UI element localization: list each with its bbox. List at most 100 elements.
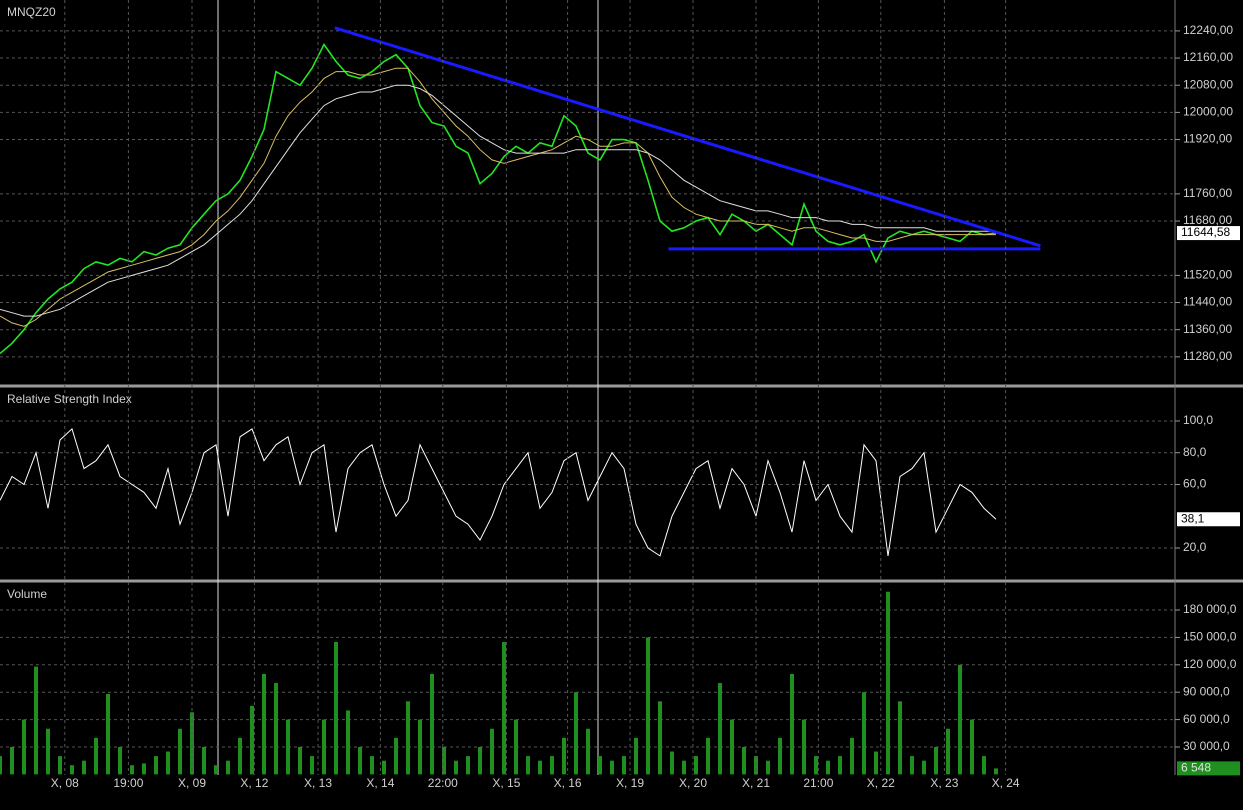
- volume-bar: [322, 719, 326, 775]
- volume-bar: [46, 728, 50, 775]
- volume-bar: [262, 673, 266, 775]
- y-tick-label: 150 000,0: [1183, 630, 1237, 644]
- x-tick-label: 19:00: [113, 776, 143, 790]
- volume-bar: [946, 728, 950, 775]
- volume-bar: [958, 664, 962, 775]
- last-value-label: 6 548: [1181, 761, 1211, 775]
- panel-title: Relative Strength Index: [7, 392, 132, 406]
- volume-bar: [298, 746, 302, 775]
- x-tick-label: X, 23: [930, 776, 958, 790]
- volume-bar: [202, 746, 206, 775]
- volume-bar: [682, 760, 686, 775]
- y-tick-label: 11440,00: [1183, 295, 1232, 309]
- volume-bar: [346, 710, 350, 775]
- x-tick-label: X, 16: [554, 776, 582, 790]
- volume-bar: [490, 728, 494, 775]
- volume-bar: [430, 673, 434, 775]
- volume-bar: [274, 683, 278, 775]
- series-line: [0, 42, 997, 355]
- volume-bar: [778, 737, 782, 775]
- volume-bar: [10, 746, 14, 775]
- last-value-box: [1177, 512, 1240, 527]
- last-value-label: 38,1: [1181, 511, 1205, 525]
- volume-bar: [862, 692, 866, 775]
- x-tick-label: X, 21: [742, 776, 770, 790]
- y-tick-label: 12240,00: [1183, 23, 1233, 37]
- volume-bar: [166, 751, 170, 775]
- panel-title: MNQZ20: [7, 5, 56, 19]
- last-value-box: [1177, 226, 1240, 241]
- y-tick-label: 11760,00: [1183, 186, 1232, 200]
- volume-bar: [874, 751, 878, 775]
- volume-bar: [994, 768, 998, 775]
- x-tick-label: X, 12: [240, 776, 268, 790]
- volume-bar: [190, 712, 194, 775]
- volume-bar: [886, 591, 890, 775]
- volume-bar: [466, 756, 470, 775]
- volume-bar: [286, 719, 290, 775]
- series-line: [0, 67, 996, 327]
- trendline: [334, 26, 1041, 248]
- x-tick-label: X, 19: [616, 776, 644, 790]
- volume-bar: [226, 760, 230, 775]
- last-value-box: [1177, 761, 1240, 776]
- volume-bar: [94, 737, 98, 775]
- last-value-label: 11644,58: [1181, 225, 1230, 239]
- volume-bar: [910, 756, 914, 775]
- y-tick-label: 12160,00: [1183, 50, 1233, 64]
- y-tick-label: 80,0: [1183, 445, 1207, 459]
- volume-bar: [802, 719, 806, 775]
- volume-bar: [898, 701, 902, 775]
- panel-title: Volume: [7, 587, 47, 601]
- y-tick-label: 20,0: [1183, 540, 1207, 554]
- volume-bar: [106, 694, 110, 775]
- volume-bar: [70, 765, 74, 775]
- volume-bar: [478, 746, 482, 775]
- volume-bar: [370, 756, 374, 775]
- volume-bar: [550, 756, 554, 775]
- volume-bar: [34, 666, 38, 775]
- y-tick-label: 12080,00: [1183, 77, 1233, 91]
- volume-bar: [754, 756, 758, 775]
- volume-bar: [922, 760, 926, 775]
- x-tick-label: X, 20: [679, 776, 707, 790]
- volume-bar: [118, 746, 122, 775]
- volume-bar: [250, 705, 254, 775]
- volume-bar: [622, 756, 626, 775]
- volume-bar: [82, 760, 86, 775]
- y-tick-label: 11280,00: [1183, 349, 1232, 363]
- volume-bar: [502, 641, 506, 775]
- y-tick-label: 11920,00: [1183, 132, 1232, 146]
- volume-bar: [310, 756, 314, 775]
- volume-bar: [610, 760, 614, 775]
- volume-bar: [718, 683, 722, 775]
- volume-bar: [406, 701, 410, 775]
- y-tick-label: 60,0: [1183, 477, 1207, 491]
- volume-bar: [970, 719, 974, 775]
- volume-bar: [526, 756, 530, 775]
- x-tick-label: X, 22: [867, 776, 895, 790]
- volume-bar: [238, 737, 242, 775]
- x-tick-label: X, 13: [304, 776, 332, 790]
- x-tick-label: X, 08: [51, 776, 79, 790]
- volume-bar: [586, 728, 590, 775]
- volume-bar: [382, 760, 386, 775]
- volume-bar: [58, 756, 62, 775]
- volume-bar: [214, 765, 218, 775]
- volume-bar: [418, 719, 422, 775]
- volume-bar: [562, 737, 566, 775]
- series-line: [0, 427, 997, 557]
- volume-bar: [142, 763, 146, 775]
- x-tick-label: X, 24: [992, 776, 1020, 790]
- volume-bar: [442, 746, 446, 775]
- volume-bar: [934, 746, 938, 775]
- volume-bar: [394, 737, 398, 775]
- volume-bar: [454, 760, 458, 775]
- volume-bar: [0, 756, 2, 775]
- x-tick-label: 22:00: [428, 776, 458, 790]
- volume-bar: [658, 701, 662, 775]
- y-tick-label: 12000,00: [1183, 105, 1233, 119]
- volume-bar: [598, 756, 602, 775]
